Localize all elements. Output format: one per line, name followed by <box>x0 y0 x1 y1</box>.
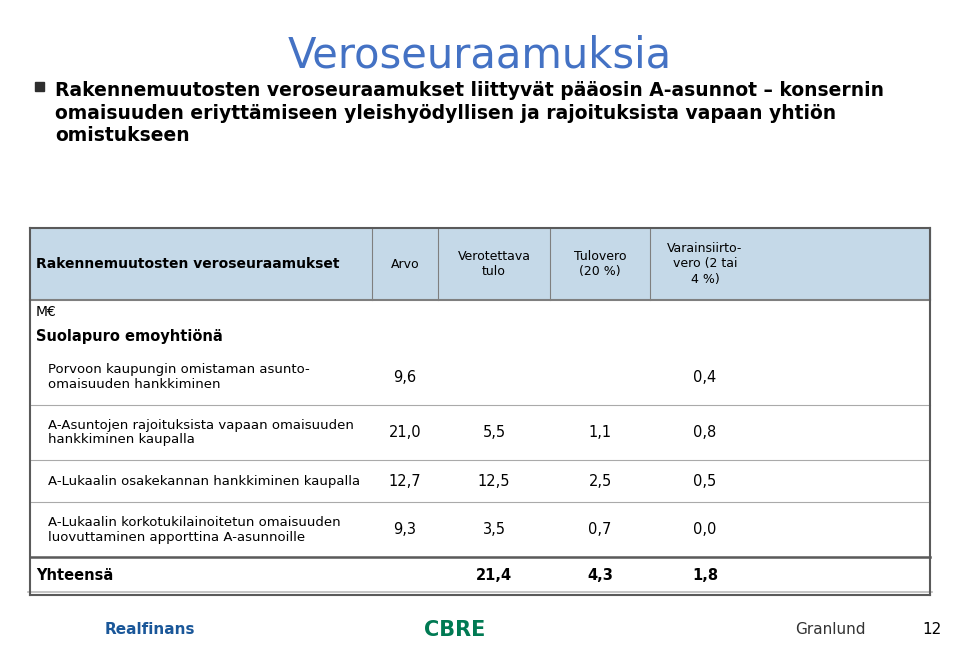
Text: 21,4: 21,4 <box>476 569 512 583</box>
Text: 12,7: 12,7 <box>389 473 421 489</box>
Text: 3,5: 3,5 <box>483 522 506 537</box>
Bar <box>30 228 930 300</box>
Bar <box>30 405 930 460</box>
Bar <box>30 300 930 324</box>
Bar <box>30 460 930 502</box>
Text: A-Asuntojen rajoituksista vapaan omaisuuden
hankkiminen kaupalla: A-Asuntojen rajoituksista vapaan omaisuu… <box>48 418 354 446</box>
Text: 0,7: 0,7 <box>588 522 612 537</box>
Text: 0,8: 0,8 <box>693 425 716 440</box>
Text: Arvo: Arvo <box>391 258 420 271</box>
Text: M€: M€ <box>36 305 57 319</box>
Text: Veroseuraamuksia: Veroseuraamuksia <box>288 35 672 77</box>
Text: Varainsiirto-
vero (2 tai
4 %): Varainsiirto- vero (2 tai 4 %) <box>667 242 743 285</box>
Text: Rakennemuutosten veroseuraamukset: Rakennemuutosten veroseuraamukset <box>36 257 340 271</box>
Bar <box>30 557 930 595</box>
Text: 2,5: 2,5 <box>588 473 612 489</box>
Text: omistukseen: omistukseen <box>55 126 190 145</box>
Text: A-Lukaalin osakekannan hankkiminen kaupalla: A-Lukaalin osakekannan hankkiminen kaupa… <box>48 475 360 487</box>
Bar <box>35 82 44 91</box>
Text: 0,5: 0,5 <box>693 473 716 489</box>
Text: 0,0: 0,0 <box>693 522 717 537</box>
Text: omaisuuden eriyttämiseen yleishyödyllisen ja rajoituksista vapaan yhtiön: omaisuuden eriyttämiseen yleishyödyllise… <box>55 104 836 123</box>
Text: 0,4: 0,4 <box>693 370 716 385</box>
Bar <box>30 324 930 350</box>
Text: 9,3: 9,3 <box>394 522 417 537</box>
Text: A-Lukaalin korkotukilainoitetun omaisuuden
luovuttaminen apporttina A-asunnoille: A-Lukaalin korkotukilainoitetun omaisuud… <box>48 516 341 544</box>
Bar <box>30 502 930 557</box>
Text: 12,5: 12,5 <box>478 473 511 489</box>
Text: Granlund: Granlund <box>795 622 865 638</box>
Text: Tulovero
(20 %): Tulovero (20 %) <box>574 250 626 278</box>
Text: 1,8: 1,8 <box>692 569 718 583</box>
Text: 9,6: 9,6 <box>394 370 417 385</box>
Text: Verotettava
tulo: Verotettava tulo <box>458 250 531 278</box>
Text: CBRE: CBRE <box>424 620 486 640</box>
Text: 1,1: 1,1 <box>588 425 612 440</box>
Text: 4,3: 4,3 <box>588 569 612 583</box>
Text: Suolapuro emoyhtiönä: Suolapuro emoyhtiönä <box>36 330 223 344</box>
Text: Realfinans: Realfinans <box>105 622 196 638</box>
Bar <box>30 350 930 405</box>
Text: 21,0: 21,0 <box>389 425 421 440</box>
Text: Rakennemuutosten veroseuraamukset liittyvät pääosin A-asunnot – konsernin: Rakennemuutosten veroseuraamukset liitty… <box>55 81 884 100</box>
Text: Porvoon kaupungin omistaman asunto-
omaisuuden hankkiminen: Porvoon kaupungin omistaman asunto- omai… <box>48 363 310 391</box>
Text: 12: 12 <box>923 622 942 638</box>
Text: 5,5: 5,5 <box>483 425 506 440</box>
Text: Yhteensä: Yhteensä <box>36 569 113 583</box>
